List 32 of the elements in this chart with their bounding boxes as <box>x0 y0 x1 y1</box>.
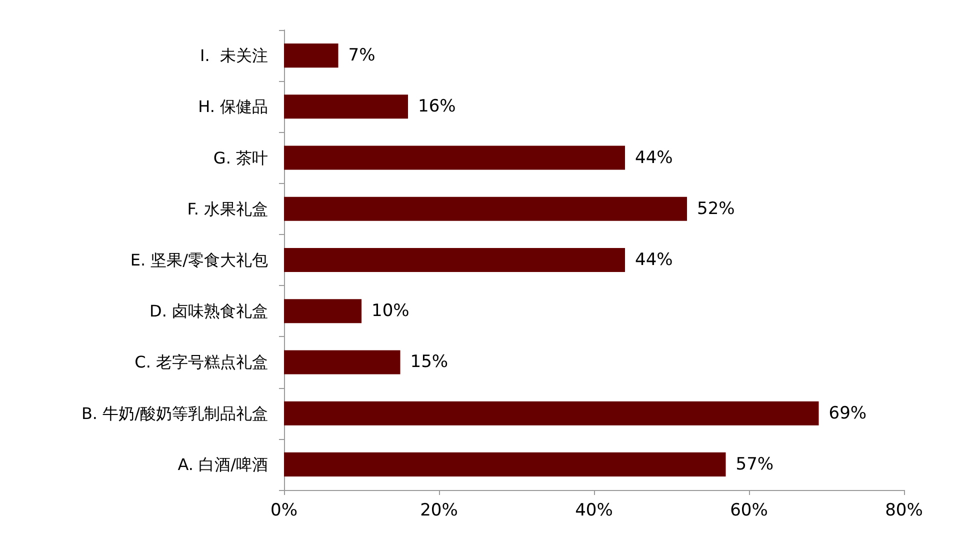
bar <box>284 248 625 272</box>
bar <box>284 299 362 324</box>
data-label: 52% <box>697 198 735 219</box>
y-tick-label: F. 水果礼盒 <box>187 199 268 218</box>
y-tick-label: A. 白酒/啤酒 <box>178 454 268 474</box>
bar <box>284 350 400 374</box>
data-label: 44% <box>635 250 673 270</box>
x-tick-label: 20% <box>420 500 458 520</box>
bar <box>284 401 819 426</box>
data-label: 16% <box>418 96 456 117</box>
bar <box>284 146 625 170</box>
bar <box>284 196 687 221</box>
y-tick-label: H. 保健品 <box>198 97 268 116</box>
data-label: 57% <box>736 454 774 474</box>
data-label: 69% <box>828 403 867 424</box>
y-tick-label: B. 牛奶/酸奶等乳制品礼盒 <box>81 404 268 423</box>
x-tick-label: 60% <box>730 500 768 520</box>
x-tick-label: 80% <box>885 500 923 520</box>
bar <box>284 94 408 119</box>
y-tick-label: E. 坚果/零食大礼包 <box>130 250 268 270</box>
y-tick-label: I. 未关注 <box>200 46 268 66</box>
x-tick-label: 40% <box>575 500 613 520</box>
bar <box>284 452 726 476</box>
data-label: 10% <box>372 301 410 322</box>
x-tick-label: 0% <box>270 500 298 520</box>
y-tick-label: D. 卤味熟食礼盒 <box>150 302 268 321</box>
y-tick-label: G. 茶叶 <box>213 148 268 168</box>
data-label: 7% <box>348 46 376 66</box>
data-label: 15% <box>410 352 448 372</box>
data-label: 44% <box>635 148 673 168</box>
bar <box>284 44 338 68</box>
y-tick-label: C. 老字号糕点礼盒 <box>134 352 268 372</box>
